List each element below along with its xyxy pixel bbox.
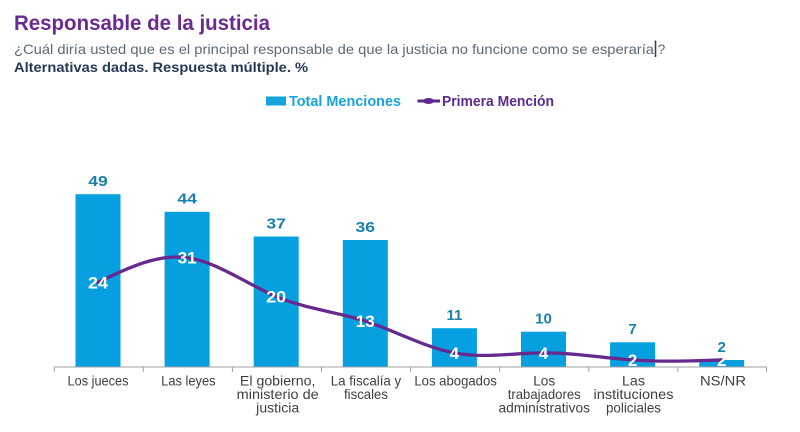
svg-text:2: 2 xyxy=(718,339,726,356)
svg-text:36: 36 xyxy=(356,219,376,236)
svg-text:24: 24 xyxy=(88,273,109,292)
svg-text:11: 11 xyxy=(446,307,462,324)
svg-text:10: 10 xyxy=(535,311,552,328)
svg-text:Alternativas dadas. Respuesta: Alternativas dadas. Respuesta múltiple. … xyxy=(14,59,309,75)
svg-text:4: 4 xyxy=(539,344,549,363)
svg-text:7: 7 xyxy=(628,321,636,338)
svg-text:Los abogados: Los abogados xyxy=(414,373,497,389)
svg-text:NS/NR: NS/NR xyxy=(700,373,746,389)
svg-text:4: 4 xyxy=(450,344,460,363)
svg-text:49: 49 xyxy=(88,173,108,190)
svg-text:20: 20 xyxy=(266,288,286,307)
svg-text:44: 44 xyxy=(177,191,197,208)
svg-text:?: ? xyxy=(658,41,666,57)
svg-text:2: 2 xyxy=(717,351,726,370)
svg-text:¿Cuál diría usted que es el pr: ¿Cuál diría usted que es el principal re… xyxy=(14,41,654,57)
svg-text:31: 31 xyxy=(178,249,197,268)
svg-text:Las leyes: Las leyes xyxy=(161,373,216,389)
svg-text:Primera Mención: Primera Mención xyxy=(442,93,554,110)
svg-text:Total Menciones: Total Menciones xyxy=(289,93,401,110)
svg-text:Los jueces: Los jueces xyxy=(68,373,129,389)
svg-text:2: 2 xyxy=(628,351,637,370)
svg-text:Responsable de la justicia: Responsable de la justicia xyxy=(14,12,270,35)
svg-text:13: 13 xyxy=(356,312,375,331)
svg-text:37: 37 xyxy=(266,215,286,232)
